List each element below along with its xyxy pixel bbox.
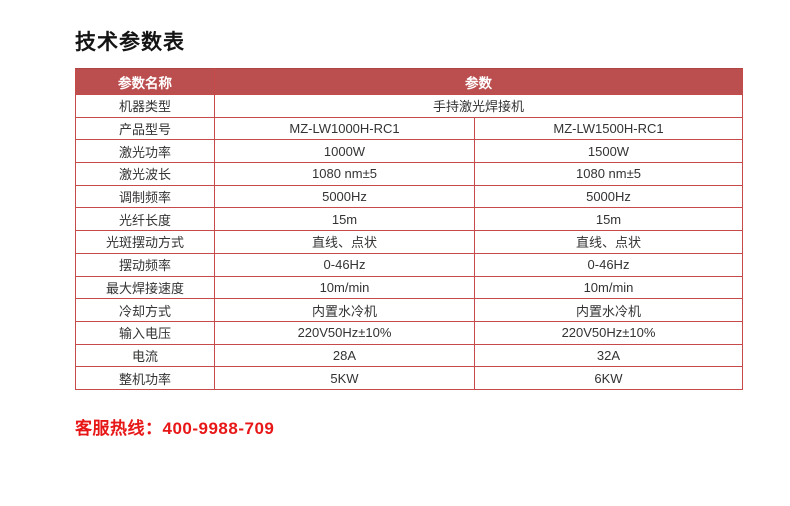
- param-value-cell: 内置水冷机: [474, 298, 743, 322]
- param-value-cell: 32A: [474, 343, 743, 368]
- col-header-param-name: 参数名称: [75, 68, 215, 95]
- param-name-cell: 输入电压: [75, 320, 215, 345]
- param-name-cell: 最大焊接速度: [75, 275, 215, 300]
- param-value-cell: 28A: [214, 343, 475, 368]
- param-value-cell: 5000Hz: [474, 184, 743, 209]
- param-value-cell: 手持激光焊接机: [214, 94, 743, 118]
- param-value-cell: MZ-LW1000H-RC1: [214, 116, 475, 141]
- hotline: 客服热线：400-9988-709: [75, 414, 274, 439]
- param-value-cell: 15m: [214, 207, 475, 232]
- param-value-cell: 内置水冷机: [214, 298, 475, 322]
- param-name-cell: 产品型号: [75, 116, 215, 141]
- table-row: 激光波长 1080 nm±5 1080 nm±5: [75, 162, 743, 186]
- param-name-cell: 光斑摆动方式: [75, 230, 215, 254]
- param-value-cell: 5KW: [214, 366, 475, 390]
- param-value-cell: 1080 nm±5: [214, 162, 475, 186]
- param-value-cell: 10m/min: [214, 275, 475, 300]
- table-row: 最大焊接速度 10m/min 10m/min: [75, 275, 743, 300]
- param-value-cell: 1000W: [214, 139, 475, 164]
- param-value-cell: 10m/min: [474, 275, 743, 300]
- table-header-row: 参数名称 参数: [75, 68, 743, 95]
- col-header-param-value: 参数: [214, 68, 743, 95]
- table-row: 输入电压 220V50Hz±10% 220V50Hz±10%: [75, 320, 743, 345]
- hotline-number: 400-9988-709: [162, 419, 275, 438]
- param-name-cell: 冷却方式: [75, 298, 215, 322]
- param-name-cell: 激光波长: [75, 162, 215, 186]
- hotline-label: 客服热线：: [75, 419, 163, 438]
- param-name-cell: 摆动频率: [75, 252, 215, 277]
- param-value-cell: MZ-LW1500H-RC1: [474, 116, 743, 141]
- table-row: 激光功率 1000W 1500W: [75, 139, 743, 164]
- param-value-cell: 1500W: [474, 139, 743, 164]
- param-name-cell: 电流: [75, 343, 215, 368]
- param-name-cell: 机器类型: [75, 94, 215, 118]
- table-row: 摆动频率 0-46Hz 0-46Hz: [75, 252, 743, 277]
- param-value-cell: 0-46Hz: [474, 252, 743, 277]
- param-value-cell: 直线、点状: [214, 230, 475, 254]
- spec-table: 参数名称 参数 机器类型 手持激光焊接机 产品型号 MZ-LW1000H-RC1 MZ-…: [75, 68, 743, 390]
- spec-table-body: 机器类型 手持激光焊接机 产品型号 MZ-LW1000H-RC1 MZ-LW1500H-…: [75, 94, 743, 390]
- param-name-cell: 调制频率: [75, 184, 215, 209]
- param-value-cell: 220V50Hz±10%: [474, 320, 743, 345]
- table-row: 光纤长度 15m 15m: [75, 207, 743, 232]
- param-value-cell: 15m: [474, 207, 743, 232]
- param-value-cell: 1080 nm±5: [474, 162, 743, 186]
- table-row: 电流 28A 32A: [75, 343, 743, 368]
- param-name-cell: 激光功率: [75, 139, 215, 164]
- param-value-cell: 5000Hz: [214, 184, 475, 209]
- page-title: 技术参数表: [75, 31, 185, 54]
- param-value-cell: 0-46Hz: [214, 252, 475, 277]
- param-value-cell: 6KW: [474, 366, 743, 390]
- table-row: 机器类型 手持激光焊接机: [75, 94, 743, 118]
- table-row: 调制频率 5000Hz 5000Hz: [75, 184, 743, 209]
- param-value-cell: 220V50Hz±10%: [214, 320, 475, 345]
- table-row: 整机功率 5KW 6KW: [75, 366, 743, 390]
- table-row: 冷却方式 内置水冷机 内置水冷机: [75, 298, 743, 322]
- table-row: 产品型号 MZ-LW1000H-RC1 MZ-LW1500H-RC1: [75, 116, 743, 141]
- param-name-cell: 光纤长度: [75, 207, 215, 232]
- param-name-cell: 整机功率: [75, 366, 215, 390]
- param-value-cell: 直线、点状: [474, 230, 743, 254]
- table-row: 光斑摆动方式 直线、点状 直线、点状: [75, 230, 743, 254]
